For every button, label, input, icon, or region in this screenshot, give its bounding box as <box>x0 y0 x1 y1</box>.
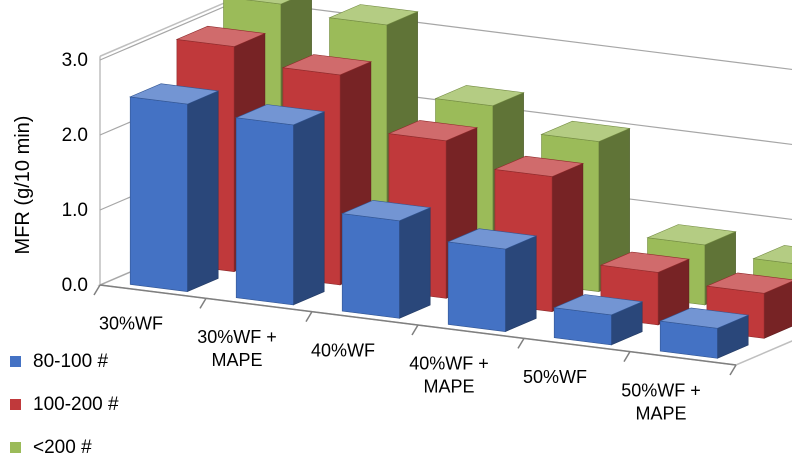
legend-label: 100-200 # <box>33 394 119 416</box>
x-tick <box>200 298 206 308</box>
legend: 80-100 # 100-200 # <200 # <box>10 340 119 469</box>
y-tick-label: 1.0 <box>62 200 88 221</box>
y-tick-label: 0.0 <box>62 275 88 296</box>
x-tick-label: 30%WF <box>99 314 163 334</box>
bar-side <box>293 112 324 305</box>
bar <box>130 97 187 292</box>
y-axis-title: MFR (g/10 min) <box>12 116 34 255</box>
bar-side <box>187 91 218 292</box>
legend-label: <200 # <box>33 437 92 459</box>
bar-side <box>552 163 583 311</box>
bar-side <box>399 208 430 319</box>
bar <box>236 118 293 305</box>
chart-svg: 0.0 1.0 2.0 3.0 30%WF 30%WF +MAPE 40%WF 40%WF +… <box>0 0 792 457</box>
legend-label: 80-100 # <box>33 351 108 373</box>
x-tick <box>94 285 100 295</box>
x-tick <box>730 365 736 375</box>
legend-item: 100-200 # <box>10 383 119 426</box>
legend-item: <200 # <box>10 426 119 469</box>
chart: 0.0 1.0 2.0 3.0 30%WF 30%WF +MAPE 40%WF 40%WF +… <box>0 0 792 457</box>
legend-item: 80-100 # <box>10 340 119 383</box>
bar-side <box>505 236 536 332</box>
y-tick-label: 2.0 <box>62 125 88 146</box>
y-tick-label: 3.0 <box>62 50 88 71</box>
x-tick <box>518 338 524 348</box>
x-tick <box>306 312 312 322</box>
legend-swatch <box>10 356 21 367</box>
x-tick <box>412 325 418 335</box>
x-tick-label: 40%WF <box>311 340 375 360</box>
legend-swatch <box>10 399 21 410</box>
bar <box>342 214 399 319</box>
x-tick-label: 40%WF +MAPE <box>409 354 489 397</box>
legend-swatch <box>10 442 21 453</box>
x-tick-label: 50%WF +MAPE <box>621 380 701 423</box>
bar <box>448 242 505 332</box>
x-tick-label: 50%WF <box>523 367 587 387</box>
x-tick-label: 30%WF +MAPE <box>197 327 277 370</box>
x-tick <box>624 352 630 362</box>
